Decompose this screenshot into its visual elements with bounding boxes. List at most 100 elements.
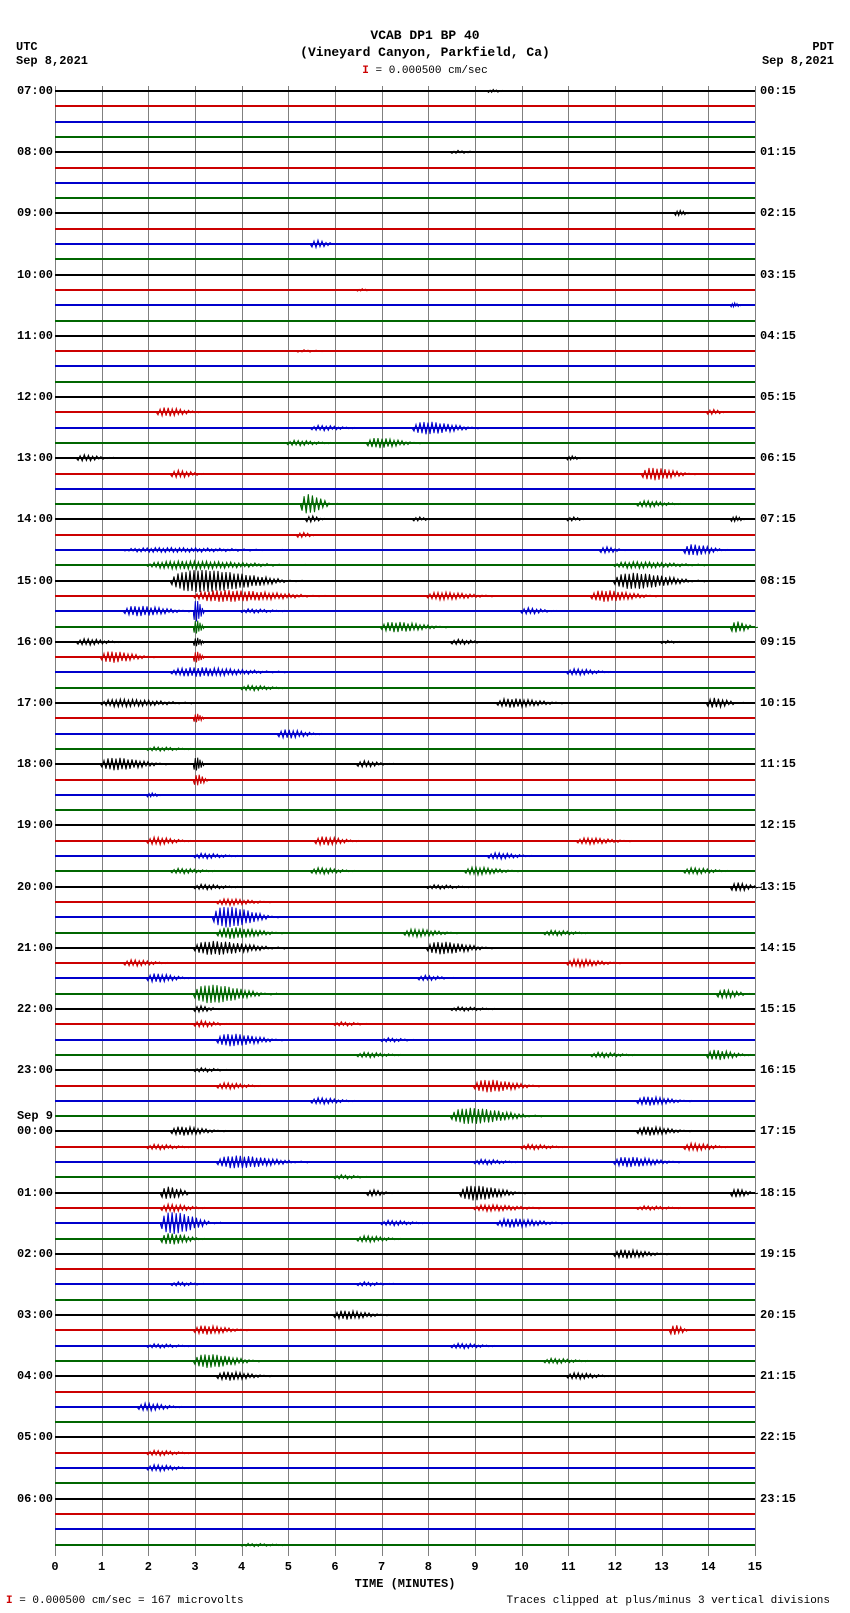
y-left-label: 21:00: [17, 941, 53, 955]
y-right-label: 20:15: [760, 1308, 796, 1322]
seismic-burst: [613, 1152, 683, 1172]
trace-row: [55, 1499, 755, 1500]
y-left-label: 02:00: [17, 1247, 53, 1261]
seismic-burst: [669, 1320, 692, 1340]
x-tick-label: 1: [98, 1560, 105, 1574]
y-left-label: 08:00: [17, 145, 53, 159]
x-axis-label: TIME (MINUTES): [355, 1577, 456, 1591]
seismic-burst: [296, 348, 324, 353]
y-left-label: 05:00: [17, 1430, 53, 1444]
seismic-burst: [730, 615, 758, 638]
trace-baseline: [55, 1069, 755, 1071]
seismic-burst: [333, 1020, 370, 1029]
trace-baseline: [55, 809, 755, 811]
trace-baseline: [55, 824, 755, 826]
seismic-burst: [590, 585, 660, 608]
seismogram-container: UTC Sep 8,2021 PDT Sep 8,2021 VCAB DP1 B…: [0, 0, 850, 1613]
seismic-burst: [193, 768, 212, 791]
seismic-burst: [730, 1184, 758, 1202]
grid-vertical: [522, 86, 523, 1556]
y-right-label: 11:15: [760, 757, 796, 771]
seismic-burst: [473, 1201, 543, 1215]
trace-row: [55, 1529, 755, 1530]
trace-baseline: [55, 916, 755, 918]
y-right-label: 23:15: [760, 1492, 796, 1506]
trace-baseline: [55, 1498, 755, 1500]
grid-vertical: [568, 86, 569, 1556]
seismic-burst: [137, 1399, 184, 1415]
seismic-burst: [450, 1005, 497, 1014]
grid-vertical: [288, 86, 289, 1556]
seismic-burst: [487, 88, 506, 95]
y-right-label: 02:15: [760, 206, 796, 220]
seismic-burst: [310, 1094, 357, 1108]
trace-row: [55, 244, 755, 245]
trace-row: [55, 917, 755, 918]
trace-row: [55, 1284, 755, 1285]
seismic-burst: [366, 1186, 394, 1200]
seismic-burst: [730, 514, 749, 525]
trace-baseline: [55, 488, 755, 490]
seismic-burst: [310, 865, 357, 879]
trace-baseline: [55, 1329, 755, 1331]
trace-baseline: [55, 993, 755, 995]
seismic-burst: [520, 1141, 567, 1152]
x-tick-label: 12: [608, 1560, 622, 1574]
seismic-burst: [170, 866, 217, 877]
seismic-burst: [216, 1027, 286, 1052]
trace-row: [55, 1086, 755, 1087]
y-left-label: 06:00: [17, 1492, 53, 1506]
seismic-burst: [146, 790, 165, 799]
seismic-burst: [366, 433, 422, 453]
trace-row: [55, 734, 755, 735]
trace-row: [55, 275, 755, 276]
y-left-label: 23:00: [17, 1063, 53, 1077]
trace-baseline: [55, 1544, 755, 1546]
trace-row: [55, 642, 755, 643]
y-left-label: 15:00: [17, 574, 53, 588]
y-left-label: 07:00: [17, 84, 53, 98]
x-tick-label: 6: [331, 1560, 338, 1574]
trace-row: [55, 458, 755, 459]
seismic-burst: [566, 515, 589, 524]
seismic-burst: [146, 1341, 193, 1350]
seismic-burst: [193, 709, 207, 727]
seismic-burst: [277, 725, 324, 743]
trace-row: [55, 1483, 755, 1484]
seismic-burst: [356, 1232, 403, 1246]
seismic-burst: [417, 973, 454, 984]
y-left-label: 19:00: [17, 818, 53, 832]
seismic-burst: [146, 1141, 193, 1152]
seismic-burst: [305, 513, 328, 527]
trace-baseline: [55, 1375, 755, 1377]
trace-row: [55, 366, 755, 367]
trace-baseline: [55, 243, 755, 245]
seismic-burst: [216, 1150, 309, 1175]
seismic-burst: [193, 1002, 221, 1016]
y-right-label: 01:15: [760, 145, 796, 159]
trace-baseline: [55, 1314, 755, 1316]
trace-baseline: [55, 671, 755, 673]
x-tick-label: 11: [561, 1560, 575, 1574]
seismic-burst: [450, 149, 478, 156]
seismic-burst: [170, 1122, 226, 1140]
tz-left-date: Sep 8,2021: [16, 54, 88, 68]
y-left-label: Sep 9: [17, 1109, 53, 1123]
seismic-burst: [193, 881, 240, 892]
trace-baseline: [55, 947, 755, 949]
seismic-burst: [160, 1227, 207, 1250]
seismic-burst: [450, 1100, 543, 1132]
trace-baseline: [55, 320, 755, 322]
seismic-burst: [193, 850, 240, 861]
trace-baseline: [55, 901, 755, 903]
trace-row: [55, 780, 755, 781]
x-tick-label: 8: [425, 1560, 432, 1574]
seismic-burst: [473, 1156, 520, 1167]
seismic-burst: [356, 1049, 403, 1060]
seismic-burst: [146, 1461, 193, 1475]
grid-vertical: [475, 86, 476, 1556]
y-left-label: 04:00: [17, 1369, 53, 1383]
trace-baseline: [55, 1023, 755, 1025]
y-left-label: 18:00: [17, 757, 53, 771]
trace-row: [55, 1300, 755, 1301]
